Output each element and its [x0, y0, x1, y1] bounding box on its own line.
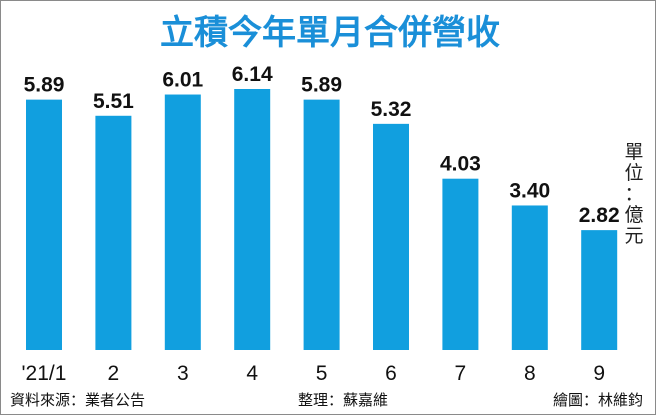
- value-labels-group: 5.89 5.51 6.01 6.14 5.89 5.32 4.03 3.40 2.82: [24, 63, 620, 227]
- category-label-5: 5: [316, 362, 328, 385]
- value-label-6: 5.32: [371, 98, 412, 121]
- bar-7: [442, 178, 479, 350]
- bar-9: [581, 230, 618, 350]
- bar-3: [164, 94, 201, 350]
- source-credit: 資料來源：業者公告: [10, 391, 145, 409]
- bars-group: [26, 89, 618, 351]
- category-label-7: 7: [455, 362, 467, 385]
- value-label-4: 6.14: [232, 63, 273, 86]
- bar-2: [95, 115, 132, 351]
- category-label-2: 2: [108, 362, 120, 385]
- category-label-6: 6: [385, 362, 397, 385]
- value-label-3: 6.01: [162, 69, 203, 92]
- editor-credit: 整理：蘇嘉維: [298, 391, 388, 409]
- category-label-4: 4: [246, 362, 258, 385]
- chart-title: 立積今年單月合併營收: [160, 13, 500, 53]
- bar-5: [303, 99, 340, 350]
- value-label-7: 4.03: [440, 153, 481, 176]
- value-label-2: 5.51: [93, 90, 134, 113]
- bar-8: [511, 205, 548, 350]
- value-label-5: 5.89: [301, 74, 342, 97]
- value-label-1: 5.89: [24, 74, 65, 97]
- category-label-3: 3: [177, 362, 189, 385]
- bar-4: [234, 89, 271, 350]
- category-labels-group: '21/1 2 3 4 5 6 7 8 9: [22, 362, 605, 385]
- category-label-8: 8: [524, 362, 536, 385]
- bar-6: [373, 123, 409, 350]
- illustrator-credit: 繪圖：林維鈞: [553, 391, 643, 409]
- value-label-8: 3.40: [509, 179, 550, 202]
- bar-1: [26, 99, 62, 350]
- unit-label: 單位：億元: [624, 141, 643, 247]
- category-label-9: 9: [593, 362, 605, 385]
- category-label-1: '21/1: [22, 362, 67, 385]
- value-label-9: 2.82: [579, 204, 620, 227]
